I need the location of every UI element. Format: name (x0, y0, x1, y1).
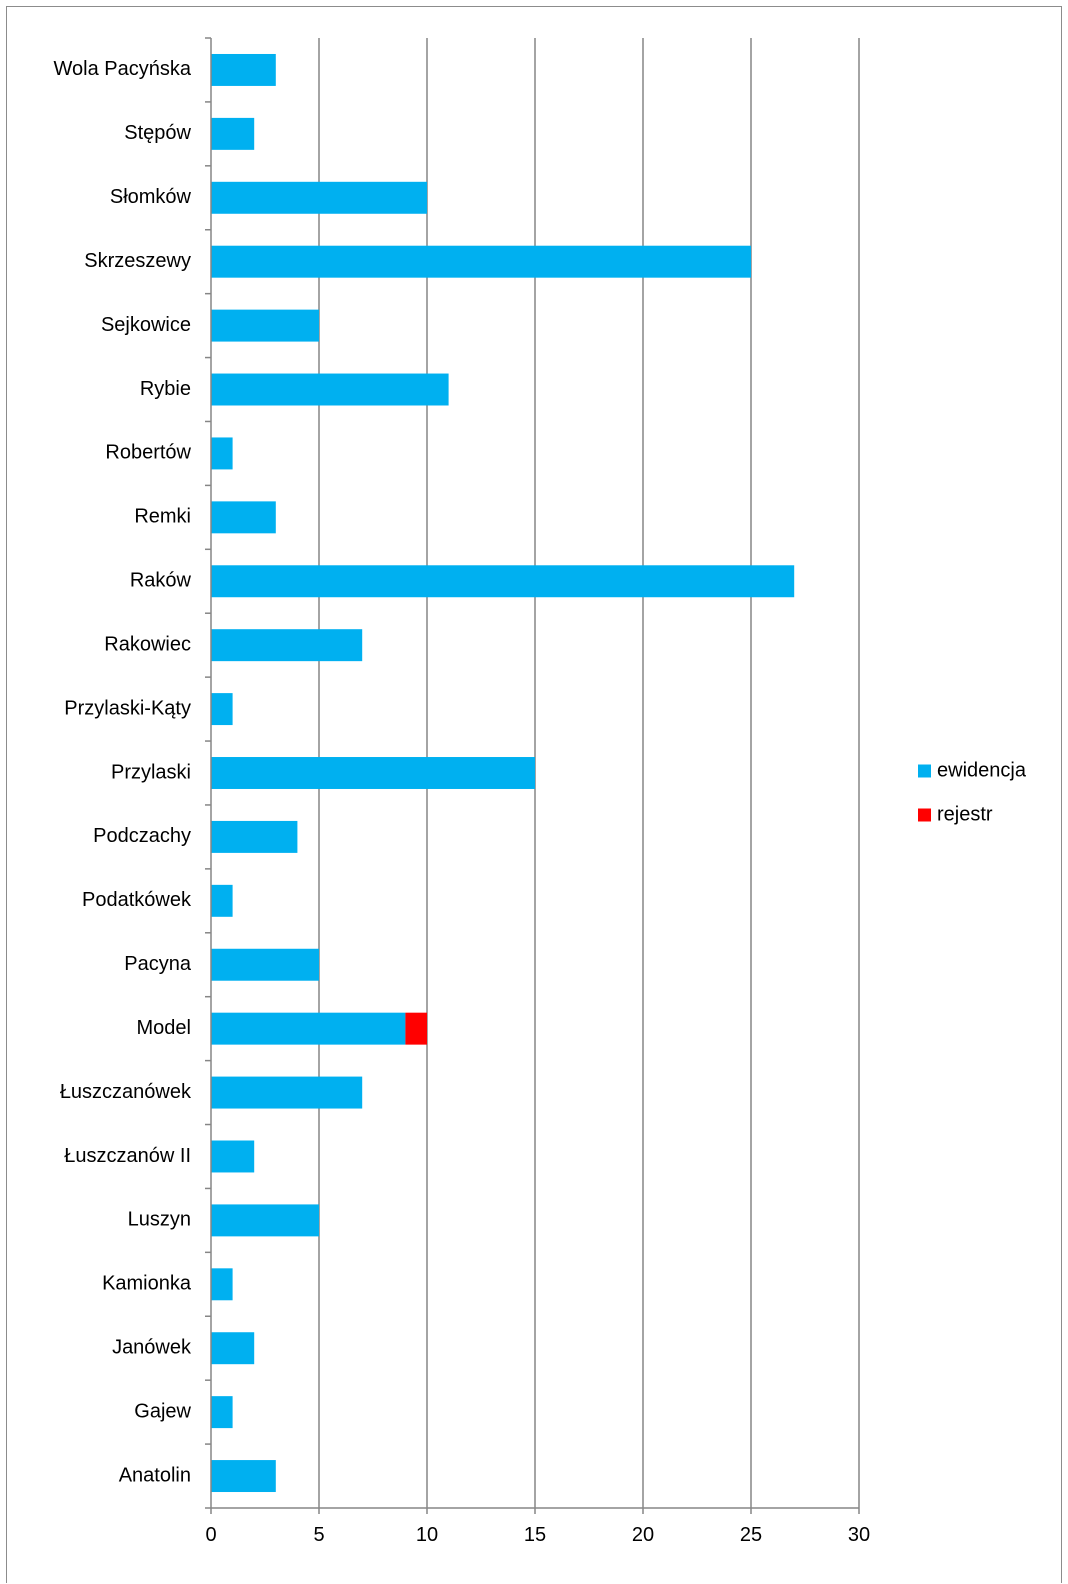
bar-ewidencja-9[interactable] (211, 629, 363, 662)
bar-ewidencja-19[interactable] (211, 1268, 233, 1301)
category-label: Gajew (134, 1400, 191, 1422)
bar-ewidencja-10[interactable] (211, 693, 233, 726)
legend-label-rejestr[interactable]: rejestr (937, 803, 993, 825)
bar-ewidencja-14[interactable] (211, 948, 319, 981)
category-label: Robertów (105, 442, 191, 464)
category-label: Remki (134, 506, 191, 528)
category-label: Raków (130, 570, 192, 592)
bar-ewidencja-5[interactable] (211, 373, 449, 406)
bar-ewidencja-8[interactable] (211, 565, 795, 598)
x-tick-label: 0 (205, 1524, 216, 1546)
bars (211, 53, 795, 1493)
category-labels: Wola Pacyńska Stępów Słomków Skrzeszewy Sejk… (54, 58, 192, 1486)
category-label: Skrzeszewy (84, 250, 191, 272)
x-tick-label: 10 (416, 1524, 438, 1546)
category-label: Kamionka (102, 1273, 192, 1295)
category-label: Podatkówek (82, 889, 192, 911)
bar-ewidencja-0[interactable] (211, 53, 276, 86)
category-label: Pacyna (124, 953, 192, 975)
category-label: Wola Pacyńska (54, 58, 192, 80)
category-label: Sejkowice (101, 314, 191, 336)
bar-rejestr-15[interactable] (405, 1012, 427, 1045)
category-label: Łuszczanówek (60, 1081, 192, 1103)
category-label: Stępów (124, 122, 191, 144)
x-tick-label: 15 (524, 1524, 546, 1546)
bar-ewidencja-13[interactable] (211, 884, 233, 917)
bar-ewidencja-18[interactable] (211, 1204, 319, 1237)
bar-ewidencja-7[interactable] (211, 501, 276, 534)
category-label: Rakowiec (104, 633, 191, 655)
legend-swatch-rejestr[interactable] (918, 808, 931, 822)
category-label: Rybie (140, 378, 191, 400)
bar-ewidencja-16[interactable] (211, 1076, 363, 1109)
x-tick-label: 20 (632, 1524, 654, 1546)
axes (205, 37, 860, 1514)
chart-frame: Wola Pacyńska Stępów Słomków Skrzeszewy Sejk… (6, 6, 1062, 1583)
category-label: Podczachy (93, 825, 191, 847)
bar-ewidencja-22[interactable] (211, 1460, 276, 1493)
category-label: Łuszczanów II (64, 1145, 191, 1167)
x-tick-labels: 0 5 10 15 20 25 30 (205, 1524, 870, 1546)
bar-ewidencja-11[interactable] (211, 757, 535, 789)
category-label: Przylaski-Kąty (64, 697, 191, 719)
bar-ewidencja-15[interactable] (211, 1012, 406, 1045)
bar-ewidencja-21[interactable] (211, 1396, 233, 1429)
legend-swatch-ewidencja[interactable] (918, 764, 931, 778)
category-label: Janówek (112, 1336, 192, 1358)
category-label: Model (137, 1017, 191, 1039)
category-label: Słomków (110, 186, 192, 208)
bar-ewidencja-12[interactable] (211, 820, 298, 853)
bar-ewidencja-6[interactable] (211, 437, 233, 470)
legend-label-ewidencja[interactable]: ewidencja (937, 759, 1027, 781)
x-tick-label: 30 (848, 1524, 870, 1546)
x-tick-label: 5 (313, 1524, 324, 1546)
x-tick-label: 25 (740, 1524, 762, 1546)
bar-ewidencja-3[interactable] (211, 245, 751, 278)
category-label: Anatolin (119, 1464, 191, 1486)
bar-ewidencja-17[interactable] (211, 1140, 255, 1173)
bar-ewidencja-2[interactable] (211, 181, 427, 214)
legend[interactable]: ewidencja rejestr (918, 759, 1027, 825)
category-label: Luszyn (128, 1209, 191, 1231)
bar-chart: Wola Pacyńska Stępów Słomków Skrzeszewy Sejk… (54, 37, 1027, 1546)
bar-ewidencja-1[interactable] (211, 117, 255, 150)
bar-ewidencja-20[interactable] (211, 1332, 255, 1365)
category-label: Przylaski (111, 761, 191, 783)
bar-ewidencja-4[interactable] (211, 309, 319, 342)
